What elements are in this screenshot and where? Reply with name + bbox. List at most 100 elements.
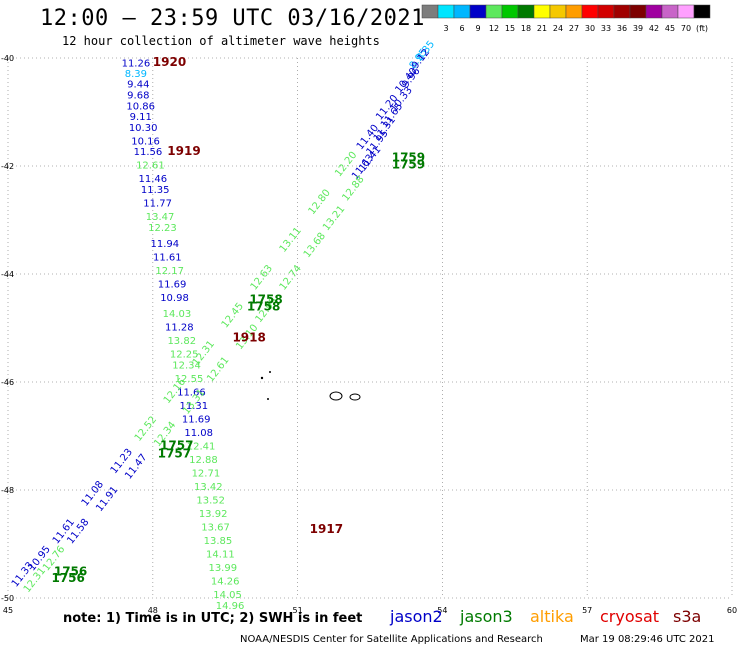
footer-timestamp: Mar 19 08:29:46 UTC 2021	[580, 634, 715, 645]
page-subtitle: 12 hour collection of altimeter wave hei…	[62, 34, 380, 48]
page-title: 12:00 — 23:59 UTC 03/16/2021	[40, 6, 425, 31]
axis-ticks: 45 48 51 54 57 60 -40 -42 -44 -46 -48 -50	[1, 54, 737, 615]
scale-swatch	[437, 4, 455, 19]
pass-time-label: 1759	[392, 158, 425, 172]
pass-time-label: 1917	[310, 522, 343, 536]
scale-swatch	[597, 4, 615, 19]
pass-time-label: 1758	[249, 293, 282, 307]
y-tick-label: -40	[1, 54, 14, 63]
island-outline	[260, 371, 361, 401]
track-point-label: 12.74	[278, 263, 304, 292]
scale-swatch	[677, 4, 695, 19]
track-point-label: 12.80	[307, 188, 333, 217]
track-point-label: 13.67	[201, 523, 230, 534]
track-point-label: 13.99	[208, 563, 237, 574]
legend-s3a: s3a	[673, 607, 702, 626]
track-point-label: 12.88	[189, 455, 218, 466]
track-point-label: 13.47	[146, 212, 175, 223]
track-point-label: 11.31	[180, 401, 209, 412]
track-point-label: 12.63	[249, 263, 275, 292]
pass-time-label: 1918	[232, 331, 265, 345]
track-point-label: 14.26	[211, 577, 240, 588]
track-point-label: 9.11	[130, 112, 152, 123]
scale-tick-label: 9	[475, 24, 480, 33]
scale-tick-label: 30	[585, 24, 595, 33]
scale-tick-label: 21	[537, 24, 547, 33]
pass-time-label: 1757	[160, 439, 193, 453]
track-point-label: 9.44	[127, 80, 149, 91]
track-point-label: 10.30	[129, 123, 158, 134]
track-point-label: 14.03	[163, 309, 192, 320]
track-point-label: 13.11	[278, 225, 304, 254]
track-point-label: 11.69	[182, 415, 211, 426]
track-point-label: 13.68	[302, 231, 328, 260]
y-tick-label: -44	[1, 270, 14, 279]
track-point-label: 11.61	[153, 253, 182, 264]
scale-swatch	[581, 4, 599, 19]
track-point-label: 12.45	[220, 301, 246, 330]
x-tick-label: 48	[148, 606, 158, 615]
pass-time-label: 1759	[392, 151, 425, 165]
track-point-label: 10.16	[131, 136, 160, 147]
track-point-label: 11.28	[165, 323, 194, 334]
scale-tick-label: 36	[617, 24, 627, 33]
track-point-label: 12.41	[187, 442, 216, 453]
track-point-label: 11.35	[141, 185, 170, 196]
track-point-label: 14.11	[206, 550, 235, 561]
legend-jason2: jason2	[390, 607, 443, 626]
track-point-label: 12.88	[340, 174, 366, 203]
track-point-label: 12.34	[172, 361, 201, 372]
x-tick-label: 57	[582, 606, 592, 615]
track-point-label: 11.46	[138, 174, 167, 185]
legend-cryosat: cryosat	[600, 607, 660, 626]
track-point-label: 14.96	[216, 601, 245, 612]
track-point-label: 11.56	[134, 147, 163, 158]
track-point-label: 10.98	[160, 293, 189, 304]
scale-swatch	[501, 4, 519, 19]
scale-tick-label: 70	[681, 24, 691, 33]
track-point-label: 13.85	[204, 536, 233, 547]
track-point-label: 12.23	[148, 223, 177, 234]
pass-time-label: 1919	[167, 144, 200, 158]
scale-swatch	[453, 4, 471, 19]
track-point-label: 11.08	[184, 428, 213, 439]
track-point-label: 9.68	[127, 91, 149, 102]
track-point-label: 12.25	[170, 350, 199, 361]
scale-swatch	[421, 4, 439, 19]
legend-jason3: jason3	[460, 607, 513, 626]
scale-swatch	[645, 4, 663, 19]
chart-grid	[7, 57, 733, 599]
scale-tick-label: 24	[553, 24, 563, 33]
pass-time-label: 1756	[54, 564, 87, 578]
scale-tick-label: 33	[601, 24, 611, 33]
track-point-label: 14.05	[213, 590, 242, 601]
pass-time-label: 1757	[158, 447, 191, 461]
scale-swatch	[661, 4, 679, 19]
track-point-label: 12.71	[192, 469, 221, 480]
scale-swatch	[565, 4, 583, 19]
track-point-label: 12.17	[155, 266, 184, 277]
track-point-label: 12.61	[205, 355, 231, 384]
track-point-label: 11.66	[177, 388, 206, 399]
scale-swatch	[485, 4, 503, 19]
scale-swatch	[533, 4, 551, 19]
legend-altika: altika	[530, 607, 574, 626]
pass-time-label: 1920	[153, 55, 186, 69]
scale-units-label: (ft)	[696, 24, 708, 33]
track-point-label: 12.61	[136, 161, 165, 172]
scale-tick-label: 18	[521, 24, 531, 33]
x-tick-label: 51	[293, 606, 303, 615]
footnote: note: 1) Time is in UTC; 2) SWH is in fe…	[63, 611, 363, 626]
pass-time-label: 1758	[247, 300, 280, 314]
track-point-label: 12.55	[175, 374, 204, 385]
scale-tick-label: 12	[489, 24, 499, 33]
scale-tick-label: 15	[505, 24, 515, 33]
scale-swatch	[613, 4, 631, 19]
y-tick-label: -42	[1, 162, 14, 171]
y-tick-label: -50	[1, 594, 14, 603]
scale-swatch	[629, 4, 647, 19]
track-point-label: 13.21	[321, 204, 347, 233]
track-point-label: 11.69	[158, 280, 187, 291]
